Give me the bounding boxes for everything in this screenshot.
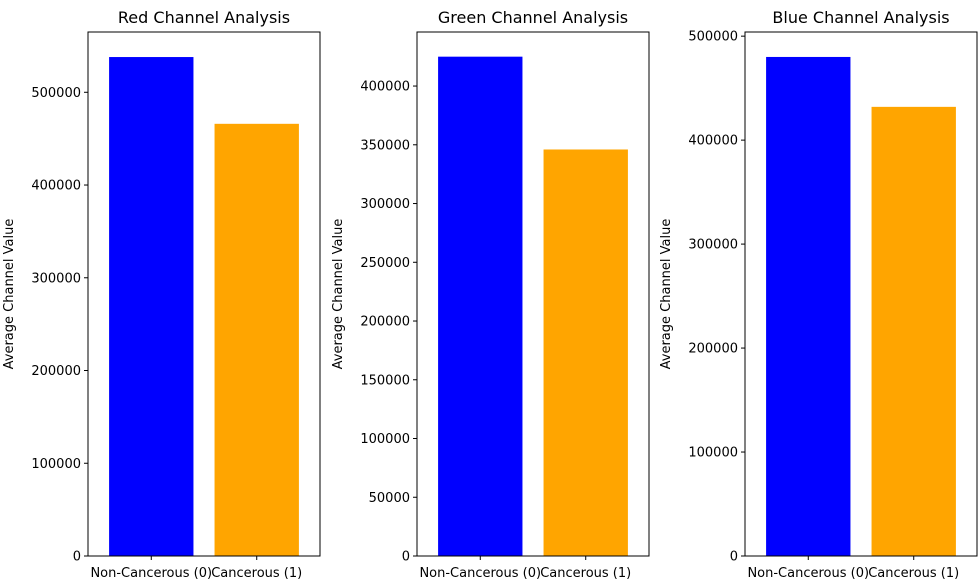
green-y-tick-label-6: 300000 [360,197,410,212]
blue-y-ticks: 0 100000 200000 300000 400000 500000 [688,30,745,565]
red-y-tick-label-1: 100000 [31,457,81,472]
red-y-tick-label-2: 200000 [31,364,81,379]
green-channel-subplot: Green Channel Analysis Average Channel V… [331,8,650,581]
blue-plot-frame [744,31,978,557]
blue-bars [766,56,956,556]
red-y-tick-label-0: 0 [73,550,81,565]
green-y-tick-label-4: 200000 [360,315,410,330]
green-y-tick-label-1: 50000 [369,491,410,506]
green-y-tick-label-8: 400000 [360,80,410,95]
blue-x-ticks: Non-Cancerous (0) Cancerous (1) [747,556,959,581]
red-bars [109,57,299,557]
blue-x-tick-label-1: Cancerous (1) [868,566,959,581]
blue-bar-0 [766,56,851,556]
red-bar-1 [214,123,299,557]
blue-channel-subplot: Blue Channel Analysis Average Channel Va… [659,8,978,581]
green-y-axis-label: Average Channel Value [331,219,346,370]
green-y-tick-label-3: 150000 [360,373,410,388]
blue-x-tick-label-0: Non-Cancerous (0) [747,566,869,581]
red-y-tick-label-3: 300000 [31,271,81,286]
blue-y-tick-label-0: 0 [730,550,738,565]
blue-y-tick-label-2: 200000 [688,342,738,357]
blue-chart-title: Blue Channel Analysis [772,8,949,27]
green-y-tick-label-5: 250000 [360,256,410,271]
green-x-ticks: Non-Cancerous (0) Cancerous (1) [419,556,631,581]
red-x-tick-label-0: Non-Cancerous (0) [90,566,212,581]
green-bar-0 [438,56,523,557]
green-chart-title: Green Channel Analysis [438,8,628,27]
green-y-tick-label-0: 0 [402,550,410,565]
blue-y-tick-label-1: 100000 [688,446,738,461]
blue-y-tick-label-3: 300000 [688,238,738,253]
red-y-axis-label: Average Channel Value [2,219,17,370]
green-y-tick-label-7: 350000 [360,138,410,153]
red-x-tick-label-1: Cancerous (1) [211,566,302,581]
green-x-tick-label-1: Cancerous (1) [540,566,631,581]
green-y-ticks: 0 50000 100000 150000 200000 250000 300000 3500… [360,80,417,565]
green-x-tick-label-0: Non-Cancerous (0) [419,566,541,581]
red-plot-frame [87,31,321,557]
green-plot-frame [416,31,650,557]
red-channel-subplot: Red Channel Analysis Average Channel Val… [2,8,321,581]
red-y-tick-label-5: 500000 [31,86,81,101]
red-chart-title: Red Channel Analysis [118,8,290,27]
blue-y-tick-label-5: 500000 [688,30,738,45]
blue-y-tick-label-4: 400000 [688,134,738,149]
green-y-tick-label-2: 100000 [360,432,410,447]
red-y-ticks: 0 100000 200000 300000 400000 500000 [31,86,88,565]
red-y-tick-label-4: 400000 [31,179,81,194]
green-bar-1 [543,149,628,557]
red-x-ticks: Non-Cancerous (0) Cancerous (1) [90,556,302,581]
blue-y-axis-label: Average Channel Value [659,219,674,370]
red-bar-0 [109,57,194,556]
blue-bar-1 [871,106,956,556]
green-bars [438,56,628,557]
